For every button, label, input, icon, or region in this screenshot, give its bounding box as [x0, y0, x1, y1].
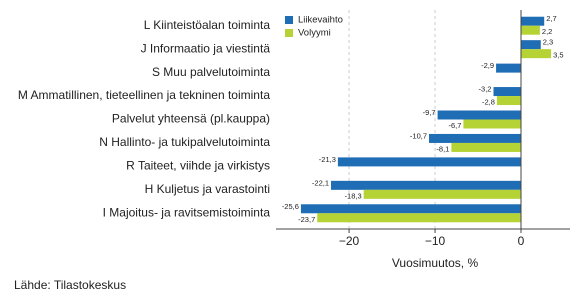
legend-swatch	[285, 16, 293, 24]
bar	[521, 49, 552, 59]
value-label: -21,3	[319, 155, 336, 164]
value-label: -8,1	[436, 144, 449, 153]
legend-swatch	[285, 29, 293, 37]
x-tick-label: −20	[339, 234, 360, 248]
x-axis-label: Vuosimuutos, %	[392, 256, 479, 270]
bar	[337, 157, 521, 167]
value-label: -23,7	[298, 215, 315, 224]
value-label: -3,2	[479, 85, 492, 94]
value-label: -2,9	[481, 61, 494, 70]
bar	[300, 204, 521, 214]
bar	[521, 40, 541, 50]
bar	[521, 25, 540, 35]
category-label: J Informaatio ja viestintä	[141, 41, 271, 55]
legend-label: Liikevaihto	[298, 15, 343, 26]
value-label: 2,7	[546, 14, 556, 23]
bar	[493, 87, 521, 97]
value-label: -22,1	[312, 178, 329, 187]
category-label: I Majoitus- ja ravitsemistoiminta	[103, 205, 271, 219]
value-label: 2,3	[543, 38, 553, 47]
category-label: L Kiinteistöalan toiminta	[144, 18, 271, 32]
x-tick-label: −10	[425, 234, 446, 248]
value-label: 2,2	[542, 27, 552, 36]
bar	[463, 119, 521, 129]
value-label: -10,7	[410, 131, 427, 140]
bar	[429, 133, 521, 143]
source: Lähde: Tilastokeskus	[14, 278, 126, 292]
value-label: -2,8	[482, 98, 495, 107]
legend-label: Volyymi	[298, 28, 331, 39]
bar	[331, 180, 521, 190]
bar	[317, 213, 521, 223]
value-label: -25,6	[282, 202, 299, 211]
value-label: -9,7	[423, 108, 436, 117]
bar	[437, 110, 521, 120]
category-label: M Ammatillinen, tieteellinen ja tekninen…	[18, 88, 270, 102]
category-label: Palvelut yhteensä (pl.kauppa)	[112, 112, 270, 126]
bar	[451, 142, 521, 152]
category-label: N Hallinto- ja tukipalvelutoiminta	[99, 135, 270, 149]
bar	[496, 96, 521, 106]
value-label: -6,7	[448, 121, 461, 130]
category-label: S Muu palvelutoiminta	[152, 65, 270, 79]
x-tick-label: 0	[518, 234, 525, 248]
bar	[363, 189, 521, 199]
value-label: -18,3	[345, 191, 362, 200]
category-label: R Taiteet, viihde ja virkistys	[126, 159, 270, 173]
bar	[521, 16, 545, 26]
category-label: H Kuljetus ja varastointi	[145, 182, 270, 196]
bar	[496, 63, 521, 73]
value-label: 3,5	[553, 51, 563, 60]
